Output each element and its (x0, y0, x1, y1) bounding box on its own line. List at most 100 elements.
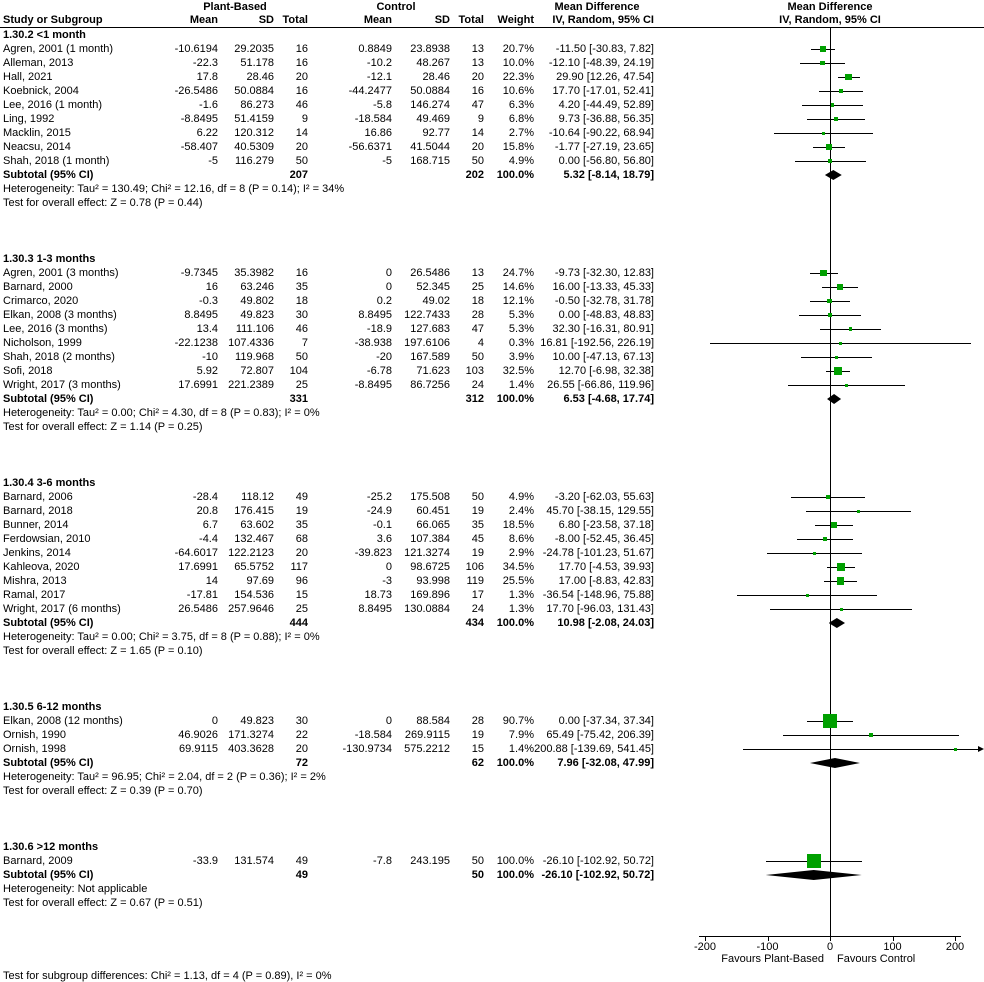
axis-line (698, 936, 962, 937)
weight: 25.5% (502, 575, 534, 587)
plant-sd: 72.807 (240, 365, 274, 377)
control-sd: 269.9115 (404, 729, 450, 741)
control-mean: -18.584 (354, 113, 392, 125)
weight: 4.9% (508, 491, 534, 503)
study-label: Shah, 2018 (2 months) (3, 351, 115, 363)
header-ci-method: IV, Random, 95% CI (552, 14, 654, 26)
control-sd: 60.451 (416, 505, 450, 517)
effect-square (837, 284, 843, 290)
plot-cell (660, 532, 984, 546)
plant-sd: 403.3628 (228, 743, 274, 755)
overall-effect-text: Test for overall effect: Z = 0.78 (P = 0… (3, 197, 203, 209)
md-ci-text: 5.32 [-8.14, 18.79] (563, 169, 654, 181)
heterogeneity-row: Heterogeneity: Tau² = 96.95; Chi² = 2.04… (0, 770, 984, 784)
plant-mean: -33.9 (192, 855, 218, 867)
plot-cell (660, 546, 984, 560)
zero-reference-line (830, 28, 831, 936)
effect-square (836, 562, 846, 572)
control-sd: 52.345 (416, 281, 450, 293)
study-label: Barnard, 2018 (3, 505, 73, 517)
control-sd: 575.2212 (404, 743, 450, 755)
plot-cell (660, 602, 984, 616)
plot-cell (660, 392, 984, 406)
subtotal-diamond (765, 870, 862, 880)
plot-axis: -200 -100 0 100 200 Favours Plant-Based Favo… (0, 936, 984, 966)
control-total: 24 (471, 379, 484, 391)
control-total: 45 (471, 533, 484, 545)
md-ci-text: 6.80 [-23.58, 37.18] (558, 519, 654, 531)
subgroup-title-row: 1.30.6 >12 months (0, 840, 984, 854)
plant-sd: 63.246 (240, 281, 274, 293)
control-total: 19 (471, 729, 484, 741)
weight: 1.4% (508, 379, 534, 391)
overall-effect-text: Test for overall effect: Z = 1.65 (P = 0… (3, 645, 203, 657)
control-sd: 121.3274 (404, 547, 450, 559)
subgroup-title-row: 1.30.3 1-3 months (0, 252, 984, 266)
weight: 24.7% (502, 267, 534, 279)
control-total: 25 (471, 281, 484, 293)
header-mean-difference: Mean Difference (554, 1, 640, 13)
effect-square (819, 45, 826, 53)
plant-mean: 46.9026 (178, 729, 218, 741)
study-label: Barnard, 2006 (3, 491, 73, 503)
weight: 100.0% (496, 393, 534, 405)
control-total: 28 (471, 309, 484, 321)
plant-mean: 17.8 (196, 71, 218, 83)
control-mean: -44.2477 (348, 85, 392, 97)
plant-mean: 69.9115 (179, 743, 218, 755)
subgroup-title: 1.30.6 >12 months (3, 841, 99, 853)
plant-mean: -64.6017 (174, 547, 218, 559)
plant-sd: 51.178 (240, 57, 274, 69)
plot-cell (660, 756, 984, 770)
subgroup-title-row: 1.30.5 6-12 months (0, 700, 984, 714)
plant-sd: 63.602 (240, 519, 274, 531)
control-mean: -20 (376, 351, 392, 363)
plot-cell (660, 868, 984, 882)
plant-sd: 40.5309 (234, 141, 274, 153)
plot-cell (660, 84, 984, 98)
study-row: Wright, 2017 (3 months) 17.6991 221.2389 25… (0, 378, 984, 392)
control-total: 50 (471, 855, 484, 867)
study-label: Ornish, 1990 (3, 729, 66, 741)
control-mean: -5 (382, 155, 392, 167)
study-row: Barnard, 2000 16 63.246 35 0 52.345 25 14.6% 16.… (0, 280, 984, 294)
plant-sd: 120.312 (234, 127, 274, 139)
control-mean: -130.9734 (342, 743, 392, 755)
heterogeneity-text: Heterogeneity: Not applicable (3, 883, 148, 895)
weight: 3.9% (508, 351, 534, 363)
plot-cell (660, 336, 984, 350)
overall-effect-row: Test for overall effect: Z = 1.14 (P = 0… (0, 420, 984, 434)
plot-cell (660, 42, 984, 56)
forest-plot-body: 1.30.2 <1 month Agren, 2001 (1 month) -10.… (0, 28, 984, 966)
plant-mean: -8.8495 (180, 113, 218, 125)
control-sd: 66.065 (416, 519, 450, 531)
plant-total: 96 (295, 575, 308, 587)
control-sd: 93.998 (416, 575, 450, 587)
control-total: 119 (466, 575, 484, 587)
control-total: 47 (471, 99, 484, 111)
weight: 2.4% (508, 505, 534, 517)
md-ci-text: 29.90 [12.26, 47.54] (556, 71, 654, 83)
subgroup-title: 1.30.5 6-12 months (3, 701, 102, 713)
header-row-columns: Study or Subgroup Mean SD Total Mean SD … (0, 14, 984, 27)
control-sd: 175.508 (410, 491, 450, 503)
md-ci-text: -24.78 [-101.23, 51.67] (542, 547, 654, 559)
study-label: Bunner, 2014 (3, 519, 69, 531)
effect-square (834, 117, 838, 121)
md-ci-text: 16.81 [-192.56, 226.19] (540, 337, 654, 349)
weight: 6.8% (508, 113, 534, 125)
control-sd: 130.0884 (404, 603, 450, 615)
plant-total: 16 (295, 267, 308, 279)
control-mean: -18.9 (366, 323, 392, 335)
control-sd: 197.6106 (404, 337, 450, 349)
md-ci-text: 200.88 [-139.69, 541.45] (534, 743, 654, 755)
study-label: Shah, 2018 (1 month) (3, 155, 110, 167)
plot-cell (660, 140, 984, 154)
study-row: Ornish, 1990 46.9026 171.3274 22 -18.584 269.… (0, 728, 984, 742)
study-label: Agren, 2001 (1 month) (3, 43, 114, 55)
control-total: 18 (471, 295, 484, 307)
plant-sd: 49.802 (240, 295, 274, 307)
control-total: 13 (471, 57, 484, 69)
plot-cell (660, 126, 984, 140)
control-mean: -6.78 (366, 365, 392, 377)
